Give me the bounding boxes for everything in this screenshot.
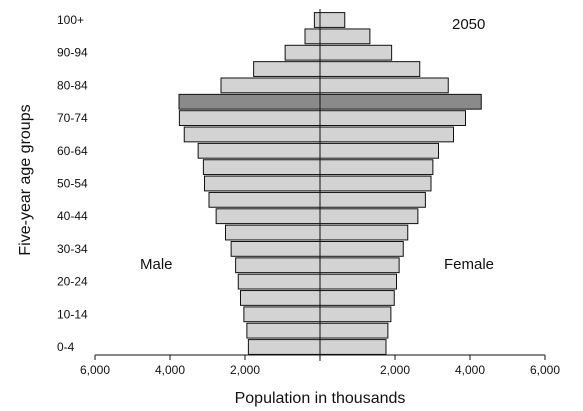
bar-female-25-29 xyxy=(319,257,400,274)
x-ticks-group: 6,000 4,000 2,000 2,000 4,000 6,000 xyxy=(80,355,560,377)
x-tick-label: 2,000 xyxy=(230,363,260,377)
y-tick-label: 30-34 xyxy=(57,242,88,256)
bar-male-90-94 xyxy=(284,44,321,61)
bar-male-100+ xyxy=(313,12,321,28)
bar-female-0-4 xyxy=(319,339,387,355)
bar-female-70-74 xyxy=(319,110,466,126)
y-tick-label: 60-64 xyxy=(57,144,88,158)
bar-female-10-14 xyxy=(319,306,392,323)
y-tick-label: 20-24 xyxy=(57,275,88,289)
bar-female-60-64 xyxy=(319,142,439,159)
bar-male-40-44 xyxy=(215,208,321,225)
bar-female-40-44 xyxy=(319,208,419,225)
bar-female-85-89 xyxy=(319,61,421,77)
bar-male-70-74 xyxy=(178,110,321,126)
bar-female-90-94 xyxy=(319,44,393,61)
x-tick-label: 4,000 xyxy=(455,363,485,377)
y-tick-label: 100+ xyxy=(57,13,84,27)
y-axis-title: Five-year age groups xyxy=(17,104,34,255)
bar-male-30-34 xyxy=(230,241,321,257)
y-tick-label: 80-84 xyxy=(57,78,88,92)
bar-female-45-49 xyxy=(319,191,426,208)
bar-male-45-49 xyxy=(208,191,321,208)
x-axis-title: Population in thousands xyxy=(235,390,406,407)
x-tick-label: 6,000 xyxy=(80,363,110,377)
bar-female-100+ xyxy=(319,12,346,28)
bar-female-5-9 xyxy=(319,322,389,339)
bar-male-60-64 xyxy=(197,142,321,159)
y-tick-label: 40-44 xyxy=(57,209,88,223)
bar-male-5-9 xyxy=(246,322,321,339)
y-tick-label: 90-94 xyxy=(57,46,88,60)
y-tick-label: 70-74 xyxy=(57,111,88,125)
bar-female-95-99 xyxy=(319,28,371,45)
bar-female-65-69 xyxy=(319,126,454,143)
bar-female-55-59 xyxy=(319,159,434,176)
bar-male-10-14 xyxy=(243,306,321,323)
x-tick-label: 2,000 xyxy=(380,363,410,377)
female-label: Female xyxy=(444,256,494,273)
bar-male-85-89 xyxy=(253,61,321,77)
bar-male-65-69 xyxy=(183,126,321,143)
x-tick-label: 6,000 xyxy=(530,363,560,377)
bar-male-55-59 xyxy=(202,159,321,176)
bar-male-75-79 xyxy=(178,93,321,110)
bar-female-75-79 xyxy=(319,93,482,110)
male-label: Male xyxy=(140,256,173,273)
bars-group xyxy=(178,12,482,355)
bar-male-35-39 xyxy=(225,224,321,241)
bar-female-35-39 xyxy=(319,224,409,241)
bar-female-50-54 xyxy=(319,175,432,192)
bar-female-80-84 xyxy=(319,77,449,94)
bar-male-95-99 xyxy=(304,28,321,45)
bar-female-20-24 xyxy=(319,273,397,290)
bar-male-20-24 xyxy=(237,273,321,290)
x-tick-label: 4,000 xyxy=(155,363,185,377)
y-tick-label: 50-54 xyxy=(57,177,88,191)
bar-male-80-84 xyxy=(220,77,321,94)
y-ticks-group: 0-4 10-14 20-24 30-34 40-44 50-54 60-64 70-74 80… xyxy=(57,13,88,354)
bar-female-30-34 xyxy=(319,241,404,257)
bar-male-0-4 xyxy=(247,339,321,355)
bar-male-25-29 xyxy=(235,257,321,274)
axes-group xyxy=(95,9,545,361)
bar-female-15-19 xyxy=(319,290,395,306)
year-annotation: 2050 xyxy=(452,16,485,33)
y-tick-label: 10-14 xyxy=(57,307,88,321)
y-tick-label: 0-4 xyxy=(57,340,75,354)
bar-male-50-54 xyxy=(204,175,321,192)
bar-male-15-19 xyxy=(240,290,321,306)
